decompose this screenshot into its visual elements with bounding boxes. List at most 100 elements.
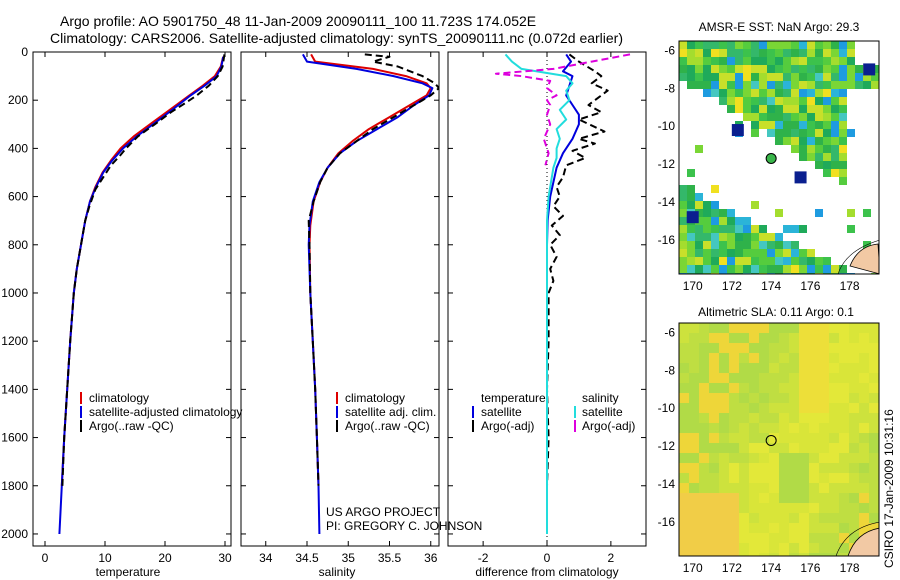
sst-map-title: AMSR-E SST: NaN Argo: 29.3: [699, 20, 860, 34]
sst-cell: [791, 129, 799, 137]
sla-cell: [839, 443, 849, 453]
salinity-xtick-label: 35: [342, 551, 356, 565]
sst-cell: [679, 41, 687, 49]
sst-cell: [775, 97, 783, 105]
sst-cell: [823, 49, 831, 57]
sla-cell: [859, 403, 869, 413]
sla-cell: [749, 493, 759, 503]
sst-cell: [775, 209, 783, 217]
sst-cell: [783, 57, 791, 65]
sst-cell: [831, 137, 839, 145]
sla-cell: [869, 383, 879, 393]
sla-cell: [809, 473, 819, 483]
sla-cell: [739, 363, 749, 373]
sla-cell: [769, 433, 779, 443]
sla-cell: [709, 533, 719, 543]
sla-cell: [759, 423, 769, 433]
sst-cell: [735, 265, 743, 273]
sst-cell: [831, 129, 839, 137]
sla-cell: [749, 503, 759, 513]
sla-cell: [739, 513, 749, 523]
sla-cell: [849, 443, 859, 453]
sst-cell: [775, 137, 783, 145]
sla-cell: [719, 473, 729, 483]
sst-cell: [759, 81, 767, 89]
sla-cell: [689, 413, 699, 423]
sst-cell: [815, 161, 823, 169]
sst-cell: [735, 57, 743, 65]
sla-cell: [839, 353, 849, 363]
sla-cell: [759, 333, 769, 343]
sla-cell: [819, 363, 829, 373]
sla-cell: [739, 333, 749, 343]
sla-cell: [679, 423, 689, 433]
sla-cell: [779, 383, 789, 393]
temperature-xtick-label: 20: [158, 551, 172, 565]
sla-cell: [839, 543, 849, 553]
salinity-xtick-label: 36: [424, 551, 438, 565]
sst-cell: [791, 265, 799, 273]
sst-cell: [735, 89, 743, 97]
sst-cell: [783, 97, 791, 105]
sla-cell: [819, 413, 829, 423]
sst-cell: [839, 169, 847, 177]
sst-cell: [823, 105, 831, 113]
sst-cell: [759, 41, 767, 49]
sla-cell: [699, 323, 709, 333]
sst-cell: [799, 257, 807, 265]
sla-cell: [679, 453, 689, 463]
sst-cell: [711, 57, 719, 65]
sst-cell: [839, 161, 847, 169]
sla-cell: [829, 443, 839, 453]
sla-cell: [679, 343, 689, 353]
sst-cell: [727, 73, 735, 81]
sla-lon-label: 174: [761, 561, 781, 575]
sst-cell: [687, 201, 695, 209]
sla-cell: [819, 403, 829, 413]
sla-cell: [679, 523, 689, 533]
sla-cell: [809, 483, 819, 493]
sla-cell: [759, 413, 769, 423]
sla-cell: [819, 523, 829, 533]
sla-cell: [689, 443, 699, 453]
sst-cell: [703, 41, 711, 49]
sla-cell: [819, 423, 829, 433]
sla-cell: [749, 553, 759, 556]
sst-cell: [735, 73, 743, 81]
sst-cell: [687, 81, 695, 89]
sst-cell: [799, 49, 807, 57]
sla-cell: [849, 483, 859, 493]
sla-cell: [819, 503, 829, 513]
sla-cell: [819, 433, 829, 443]
sst-cell: [695, 217, 703, 225]
sst-cell: [839, 137, 847, 145]
sla-cell: [709, 373, 719, 383]
sla-cell: [749, 323, 759, 333]
sla-cell: [829, 323, 839, 333]
sst-cell: [847, 81, 855, 89]
sla-cell: [829, 423, 839, 433]
sst-cell: [751, 129, 759, 137]
sst-cell: [703, 201, 711, 209]
sla-cell: [759, 453, 769, 463]
sla-cell: [839, 433, 849, 443]
sla-cell: [789, 543, 799, 553]
sst-cell: [751, 89, 759, 97]
sla-cell: [729, 413, 739, 423]
sla-cell: [719, 323, 729, 333]
sla-cell: [719, 523, 729, 533]
sla-cell: [779, 343, 789, 353]
sla-cell: [709, 473, 719, 483]
sla-cell: [769, 533, 779, 543]
sla-cell: [869, 353, 879, 363]
sst-cell: [687, 257, 695, 265]
sla-cell: [779, 433, 789, 443]
sst-cell: [791, 137, 799, 145]
sst-cell: [839, 49, 847, 57]
sst-cell: [783, 257, 791, 265]
sla-cell: [749, 483, 759, 493]
sla-cell: [719, 553, 729, 556]
sst-cell: [719, 209, 727, 217]
sst-cell: [751, 201, 759, 209]
sla-cell: [829, 483, 839, 493]
